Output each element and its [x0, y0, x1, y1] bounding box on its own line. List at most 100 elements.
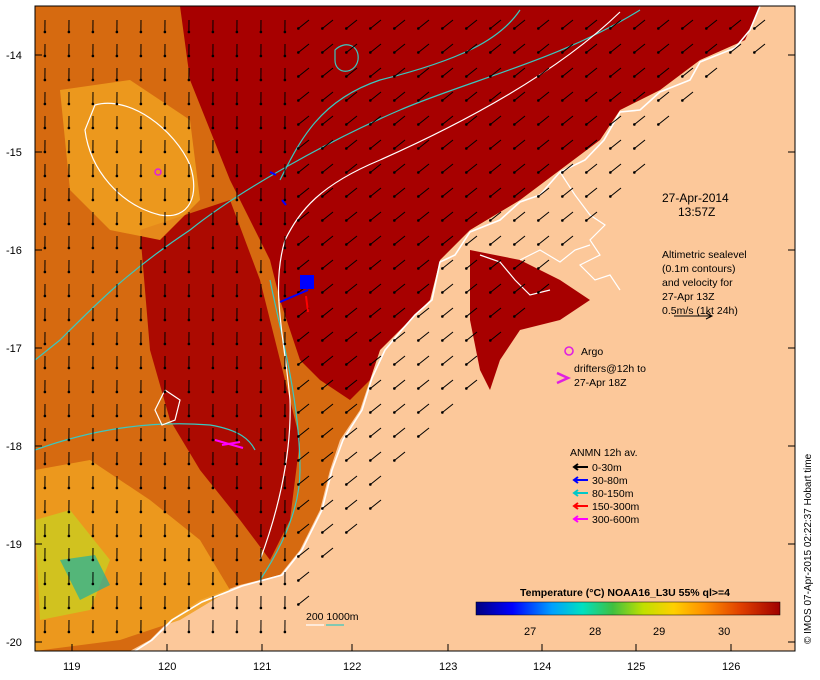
- velocity-arrow-head: [297, 315, 300, 318]
- velocity-arrow: [418, 115, 430, 125]
- velocity-arrow-head: [163, 606, 167, 610]
- velocity-arrow-head: [67, 198, 71, 202]
- velocity-arrow-head: [393, 387, 396, 390]
- velocity-arrow-head: [283, 102, 287, 106]
- velocity-arrow-head: [163, 510, 167, 514]
- velocity-arrow-head: [91, 198, 95, 202]
- velocity-arrow-head: [163, 630, 167, 634]
- colorbar-tick: 30: [718, 626, 730, 638]
- velocity-arrow-head: [187, 438, 191, 442]
- velocity-arrow-head: [139, 390, 143, 394]
- velocity-arrow-head: [67, 462, 71, 466]
- velocity-arrow-head: [211, 150, 215, 154]
- velocity-arrow-head: [369, 99, 372, 102]
- velocity-arrow: [322, 547, 334, 557]
- velocity-arrow: [370, 91, 382, 101]
- velocity-arrow-head: [465, 51, 468, 54]
- velocity-arrow-head: [283, 222, 287, 226]
- velocity-arrow: [490, 235, 502, 245]
- velocity-arrow-head: [537, 171, 540, 174]
- velocity-arrow: [346, 187, 358, 197]
- velocity-arrow-head: [235, 54, 239, 58]
- velocity-arrow: [634, 163, 646, 173]
- velocity-arrow-head: [139, 222, 143, 226]
- velocity-arrow-head: [417, 171, 420, 174]
- velocity-arrow-head: [297, 603, 300, 606]
- velocity-arrow-head: [139, 558, 143, 562]
- velocity-arrow: [418, 355, 430, 365]
- velocity-arrow: [442, 91, 454, 101]
- velocity-arrow: [370, 427, 382, 437]
- velocity-arrow: [418, 283, 430, 293]
- velocity-arrow-head: [235, 510, 239, 514]
- velocity-arrow-head: [729, 27, 732, 30]
- velocity-arrow-head: [537, 27, 540, 30]
- velocity-arrow-head: [609, 171, 612, 174]
- velocity-arrow: [370, 67, 382, 77]
- velocity-arrow-head: [393, 51, 396, 54]
- velocity-arrow-head: [235, 414, 239, 418]
- velocity-arrow: [562, 67, 574, 77]
- velocity-arrow-head: [729, 51, 732, 54]
- velocity-arrow: [658, 115, 670, 125]
- velocity-arrow: [298, 427, 310, 437]
- velocity-arrow-head: [393, 195, 396, 198]
- velocity-arrow-head: [91, 558, 95, 562]
- velocity-arrow: [298, 19, 310, 29]
- velocity-arrow-head: [235, 102, 239, 106]
- velocity-arrow-head: [67, 486, 71, 490]
- velocity-arrow-head: [211, 198, 215, 202]
- velocity-arrow: [322, 403, 334, 413]
- velocity-arrow-head: [657, 99, 660, 102]
- velocity-arrow-head: [489, 291, 492, 294]
- velocity-arrow: [394, 451, 406, 461]
- velocity-arrow-head: [513, 99, 516, 102]
- velocity-arrow: [586, 115, 598, 125]
- velocity-arrow: [394, 91, 406, 101]
- velocity-arrow: [370, 235, 382, 245]
- velocity-arrow-head: [139, 582, 143, 586]
- velocity-arrow-head: [259, 102, 263, 106]
- velocity-arrow-head: [441, 51, 444, 54]
- velocity-arrow: [322, 307, 334, 317]
- velocity-arrow-head: [321, 411, 324, 414]
- velocity-arrow: [610, 163, 622, 173]
- velocity-arrow-head: [321, 267, 324, 270]
- velocity-arrow: [370, 451, 382, 461]
- velocity-arrow-head: [283, 438, 287, 442]
- velocity-arrow: [586, 91, 598, 101]
- velocity-arrow-head: [297, 387, 300, 390]
- velocity-arrow: [298, 595, 310, 605]
- velocity-arrow-head: [235, 534, 239, 538]
- velocity-arrow-head: [393, 339, 396, 342]
- velocity-arrow: [346, 355, 358, 365]
- velocity-arrow: [514, 67, 526, 77]
- velocity-arrow: [394, 115, 406, 125]
- velocity-arrow-head: [211, 462, 215, 466]
- velocity-arrow-head: [163, 414, 167, 418]
- velocity-arrow-head: [259, 174, 263, 178]
- velocity-arrow-head: [91, 222, 95, 226]
- velocity-arrow: [346, 91, 358, 101]
- velocity-arrow-head: [321, 291, 324, 294]
- velocity-arrow: [346, 523, 358, 533]
- velocity-arrow-head: [91, 630, 95, 634]
- depth-legend: 200 1000m: [306, 611, 359, 626]
- velocity-arrow-head: [163, 342, 167, 346]
- velocity-arrow: [466, 259, 478, 269]
- velocity-arrow-head: [297, 75, 300, 78]
- velocity-arrow-head: [259, 582, 263, 586]
- velocity-arrow: [586, 19, 598, 29]
- velocity-arrow: [418, 331, 430, 341]
- velocity-arrow-head: [417, 435, 420, 438]
- colorbar: Temperature (°C) NOAA16_L3U 55% ql>=4 27…: [475, 587, 781, 638]
- velocity-arrow: [562, 211, 574, 221]
- velocity-arrow-head: [91, 102, 95, 106]
- velocity-arrow-head: [259, 630, 263, 634]
- velocity-arrow-head: [585, 171, 588, 174]
- velocity-arrow-head: [465, 267, 468, 270]
- velocity-arrow: [538, 211, 550, 221]
- velocity-arrow-head: [115, 438, 119, 442]
- velocity-arrow-head: [283, 534, 287, 538]
- velocity-arrow: [394, 331, 406, 341]
